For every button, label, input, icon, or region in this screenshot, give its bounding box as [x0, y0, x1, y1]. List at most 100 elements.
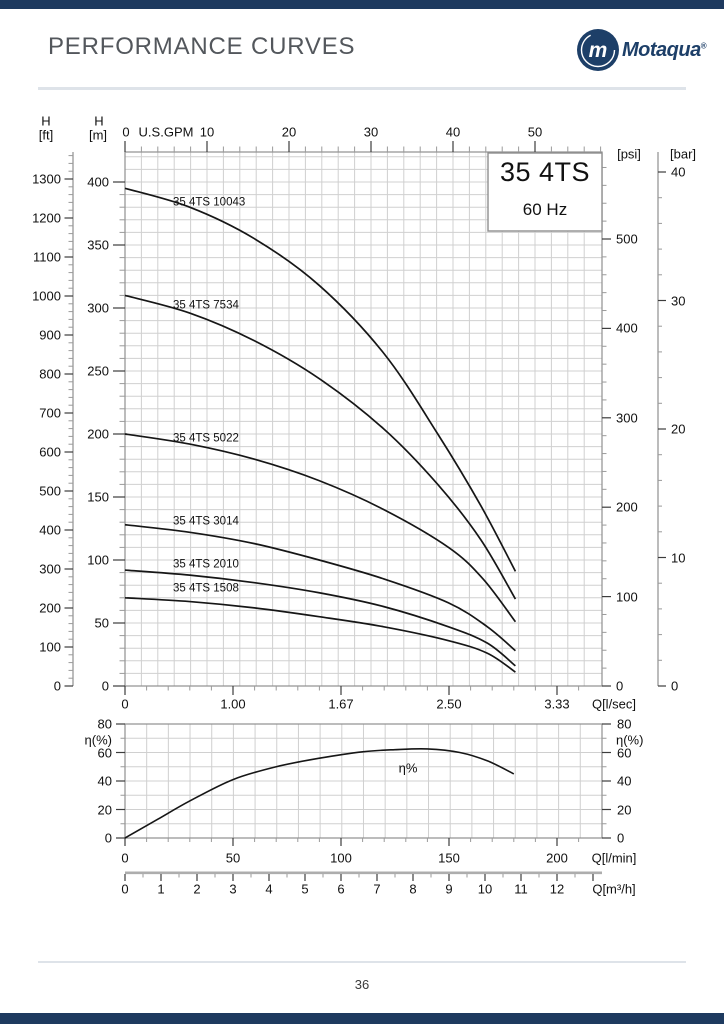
bar-axis — [657, 152, 666, 687]
logo-monogram: m — [589, 39, 608, 62]
m3h-tick-label: 6 — [337, 881, 345, 897]
ft-tick-label: 600 — [39, 444, 61, 460]
eta-left-tick-label: 0 — [104, 830, 112, 846]
ft-tick-label: 0 — [53, 678, 61, 694]
efficiency-curve — [124, 747, 515, 839]
m3h-tick-label: 10 — [477, 881, 493, 897]
m-tick-label: 50 — [94, 615, 109, 631]
model-box-frequency: 60 Hz — [522, 200, 568, 219]
eta-right-tick-label: 0 — [617, 830, 625, 846]
bar-tick-label: 10 — [671, 550, 686, 565]
m3h-tick-label: 12 — [549, 881, 565, 897]
curve-label-1508: 35 4TS 1508 — [173, 582, 239, 595]
curve-35-4ts-7534 — [124, 294, 517, 600]
m-tick-label: 0 — [101, 678, 109, 694]
m3h-ruler — [124, 871, 602, 881]
curve-35-4ts-3014 — [124, 523, 516, 652]
m-tick-label: 400 — [87, 174, 109, 190]
gpm-tick-label: 50 — [527, 124, 543, 140]
bar-tick-label: 0 — [671, 678, 679, 694]
page-number: 36 — [354, 977, 370, 992]
model-box-title: 35 4TS — [499, 157, 591, 187]
axis-title-q-lsec: Q[l/sec] — [591, 696, 637, 712]
m-tick-label: 150 — [87, 489, 109, 505]
curve-label-7534: 35 4TS 7534 — [173, 299, 239, 312]
ft-tick-label: 700 — [39, 405, 61, 421]
psi-axis — [602, 166, 611, 687]
efficiency-curve-label: η% — [398, 760, 418, 776]
m-tick-label: 250 — [87, 363, 109, 379]
ft-tick-label: 400 — [39, 522, 61, 538]
model-box — [487, 152, 603, 232]
axis-title-eta-left: η(%) — [84, 732, 112, 748]
h-m-axis — [113, 181, 125, 687]
m3h-tick-label: 11 — [514, 881, 528, 897]
lsec-tick-label: 1.00 — [220, 696, 246, 712]
header-divider — [38, 87, 686, 90]
m3h-tick-label: 5 — [301, 881, 309, 897]
ft-tick-label: 800 — [39, 366, 61, 382]
top-accent-bar — [0, 0, 724, 9]
ft-tick-label: 900 — [39, 327, 61, 343]
ft-tick-label: 1300 — [32, 171, 61, 187]
ft-tick-label: 100 — [39, 639, 61, 655]
lmin-tick-label: 50 — [225, 850, 241, 866]
eta-right-tick-label: 60 — [617, 745, 632, 760]
psi-tick-label: 100 — [616, 589, 638, 605]
axis-title-h-ft-unit: [ft] — [38, 127, 54, 143]
m-tick-label: 300 — [87, 300, 109, 316]
eta-left-tick-label: 20 — [97, 802, 112, 817]
m3h-tick-label: 8 — [409, 881, 417, 897]
footer-divider — [38, 961, 686, 963]
m3h-tick-label: 9 — [445, 881, 453, 897]
psi-tick-label: 400 — [616, 320, 638, 336]
gpm-tick-label: 40 — [445, 124, 461, 140]
lsec-tick-label: 1.67 — [328, 696, 354, 712]
eta-left-tick-label: 60 — [97, 745, 112, 760]
brand-name: Motaqua® — [622, 39, 707, 61]
gpm-tick-label: 20 — [281, 124, 297, 140]
curve-35-4ts-5022 — [124, 433, 517, 623]
psi-tick-label: 500 — [616, 231, 638, 247]
curve-label-5022: 35 4TS 5022 — [173, 432, 239, 445]
lmin-axis — [124, 838, 580, 846]
m-tick-label: 200 — [87, 426, 109, 442]
eta-left-tick-label: 40 — [97, 773, 112, 789]
psi-tick-label: 200 — [616, 499, 638, 515]
m-tick-label: 350 — [87, 237, 109, 253]
bottom-accent-bar — [0, 1013, 724, 1024]
ft-tick-label: 1000 — [32, 288, 61, 304]
lsec-axis-ticks — [124, 686, 580, 695]
logo-icon: m — [577, 29, 619, 71]
eta-right-tick-label: 20 — [617, 802, 632, 817]
ft-tick-label: 1100 — [33, 249, 61, 265]
axis-title-psi: [psi] — [617, 146, 641, 162]
lsec-tick-label: 3.33 — [544, 696, 570, 712]
brand-logo: m Motaqua® — [575, 26, 707, 74]
axis-title-usgpm: U.S.GPM — [138, 124, 194, 140]
axis-title-bar: [bar] — [669, 146, 697, 162]
eta-left-tick-label: 80 — [97, 716, 112, 732]
bar-tick-label: 20 — [671, 421, 686, 437]
ft-tick-label: 1200 — [32, 210, 61, 226]
axis-title-q-lmin: Q[l/min] — [591, 850, 637, 866]
axis-title-q-m3h: Q[m³/h] — [592, 881, 636, 897]
m3h-tick-label: 1 — [157, 881, 165, 897]
m3h-tick-label: 4 — [265, 881, 273, 897]
m-tick-label: 100 — [87, 552, 109, 568]
axis-title-h-ft-letter: H — [41, 113, 51, 129]
gpm-tick-label: 10 — [199, 124, 215, 140]
ft-tick-label: 300 — [39, 561, 61, 577]
efficiency-chart-grid — [124, 723, 603, 839]
m3h-tick-label: 3 — [229, 881, 237, 897]
lsec-tick-label: 0 — [121, 696, 129, 712]
curve-label-10043: 35 4TS 10043 — [173, 196, 246, 209]
eta-right-tick-label: 80 — [617, 716, 632, 732]
curve-label-2010: 35 4TS 2010 — [173, 558, 239, 571]
gpm-tick-label: 0 — [122, 124, 130, 140]
main-chart-grid — [124, 151, 603, 687]
lmin-tick-label: 200 — [546, 850, 568, 866]
eta-right-tick-label: 40 — [617, 773, 632, 789]
bar-tick-label: 40 — [671, 164, 686, 180]
